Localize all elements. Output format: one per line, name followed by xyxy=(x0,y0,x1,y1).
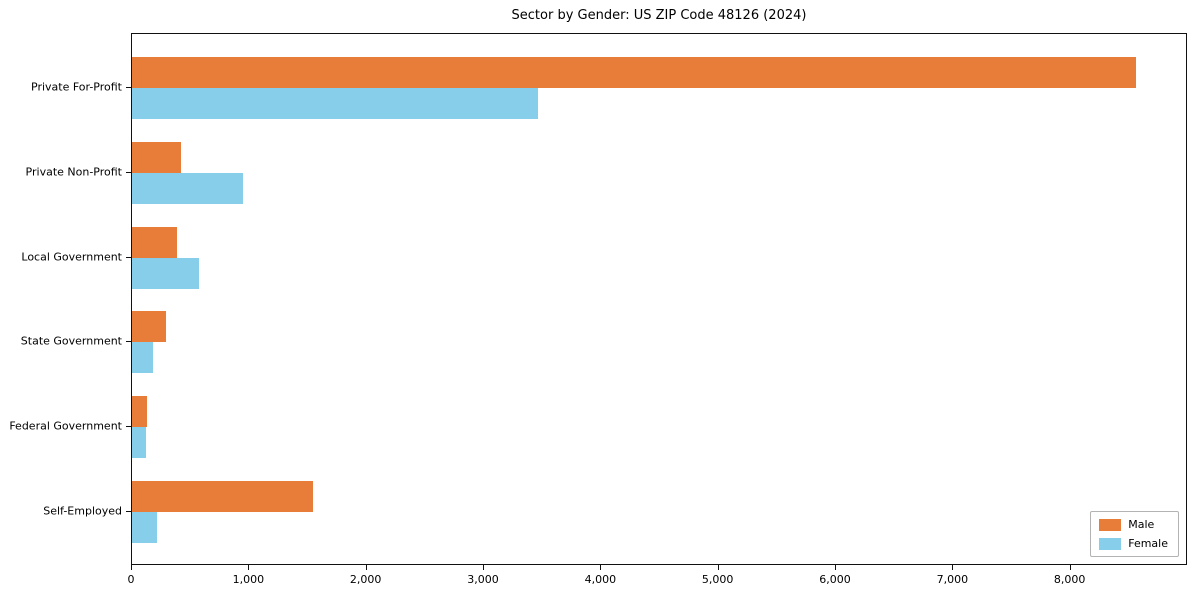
legend-swatch-male xyxy=(1099,518,1122,531)
x-tick-label-2000: 2,000 xyxy=(349,573,382,586)
legend-label-male: Male xyxy=(1128,518,1155,531)
plot-area: Male Female xyxy=(131,33,1187,565)
x-tick-label-7000: 7,000 xyxy=(936,573,969,586)
y-tick-mark-local-government xyxy=(126,256,131,258)
bar-male-federal-government xyxy=(132,396,147,427)
legend-swatch-female xyxy=(1099,537,1122,550)
x-tick-label-4000: 4,000 xyxy=(584,573,617,586)
y-tick-label-self-employed: Self-Employed xyxy=(43,504,122,518)
bar-female-private-for-profit xyxy=(132,88,538,120)
bar-female-self-employed xyxy=(132,511,157,543)
bar-female-private-non-profit xyxy=(132,173,243,204)
y-tick-label-state-government: State Government xyxy=(20,334,122,348)
x-tick-label-0: 0 xyxy=(127,573,135,586)
bar-female-state-government xyxy=(132,342,153,374)
y-tick-mark-private-for-profit xyxy=(126,87,131,89)
x-tick-label-6000: 6,000 xyxy=(819,573,851,586)
chart-title: Sector by Gender: US ZIP Code 48126 (202… xyxy=(511,8,807,23)
x-tick-mark-8000 xyxy=(1069,565,1071,570)
bar-female-federal-government xyxy=(132,427,146,458)
y-tick-mark-self-employed xyxy=(126,510,131,512)
y-tick-mark-state-government xyxy=(126,341,131,343)
legend-entry-female: Female xyxy=(1099,537,1168,550)
bar-male-state-government xyxy=(132,311,166,343)
y-tick-label-federal-government: Federal Government xyxy=(9,419,122,433)
bar-male-self-employed xyxy=(132,480,313,512)
x-tick-label-8000: 8,000 xyxy=(1053,573,1086,586)
bar-male-local-government xyxy=(132,226,177,258)
x-tick-label-1000: 1,000 xyxy=(232,573,265,586)
x-tick-mark-6000 xyxy=(835,565,836,570)
x-tick-label-3000: 3,000 xyxy=(467,573,499,586)
x-tick-mark-7000 xyxy=(952,565,954,570)
legend: Male Female xyxy=(1090,511,1179,557)
x-tick-mark-2000 xyxy=(365,565,367,570)
legend-entry-male: Male xyxy=(1099,518,1168,531)
legend-label-female: Female xyxy=(1128,537,1168,550)
y-tick-mark-federal-government xyxy=(126,426,131,427)
x-tick-mark-0 xyxy=(131,565,132,570)
y-tick-mark-private-non-profit xyxy=(126,172,131,173)
x-tick-label-5000: 5,000 xyxy=(701,573,734,586)
x-tick-mark-3000 xyxy=(483,565,484,570)
y-tick-label-private-for-profit: Private For-Profit xyxy=(31,80,122,94)
y-tick-label-private-non-profit: Private Non-Profit xyxy=(25,165,122,179)
x-tick-mark-1000 xyxy=(248,565,250,570)
x-tick-mark-4000 xyxy=(600,565,602,570)
bar-male-private-non-profit xyxy=(132,142,181,173)
x-tick-mark-5000 xyxy=(717,565,719,570)
y-tick-label-local-government: Local Government xyxy=(21,250,122,264)
bar-female-local-government xyxy=(132,257,199,289)
bar-male-private-for-profit xyxy=(132,57,1136,89)
